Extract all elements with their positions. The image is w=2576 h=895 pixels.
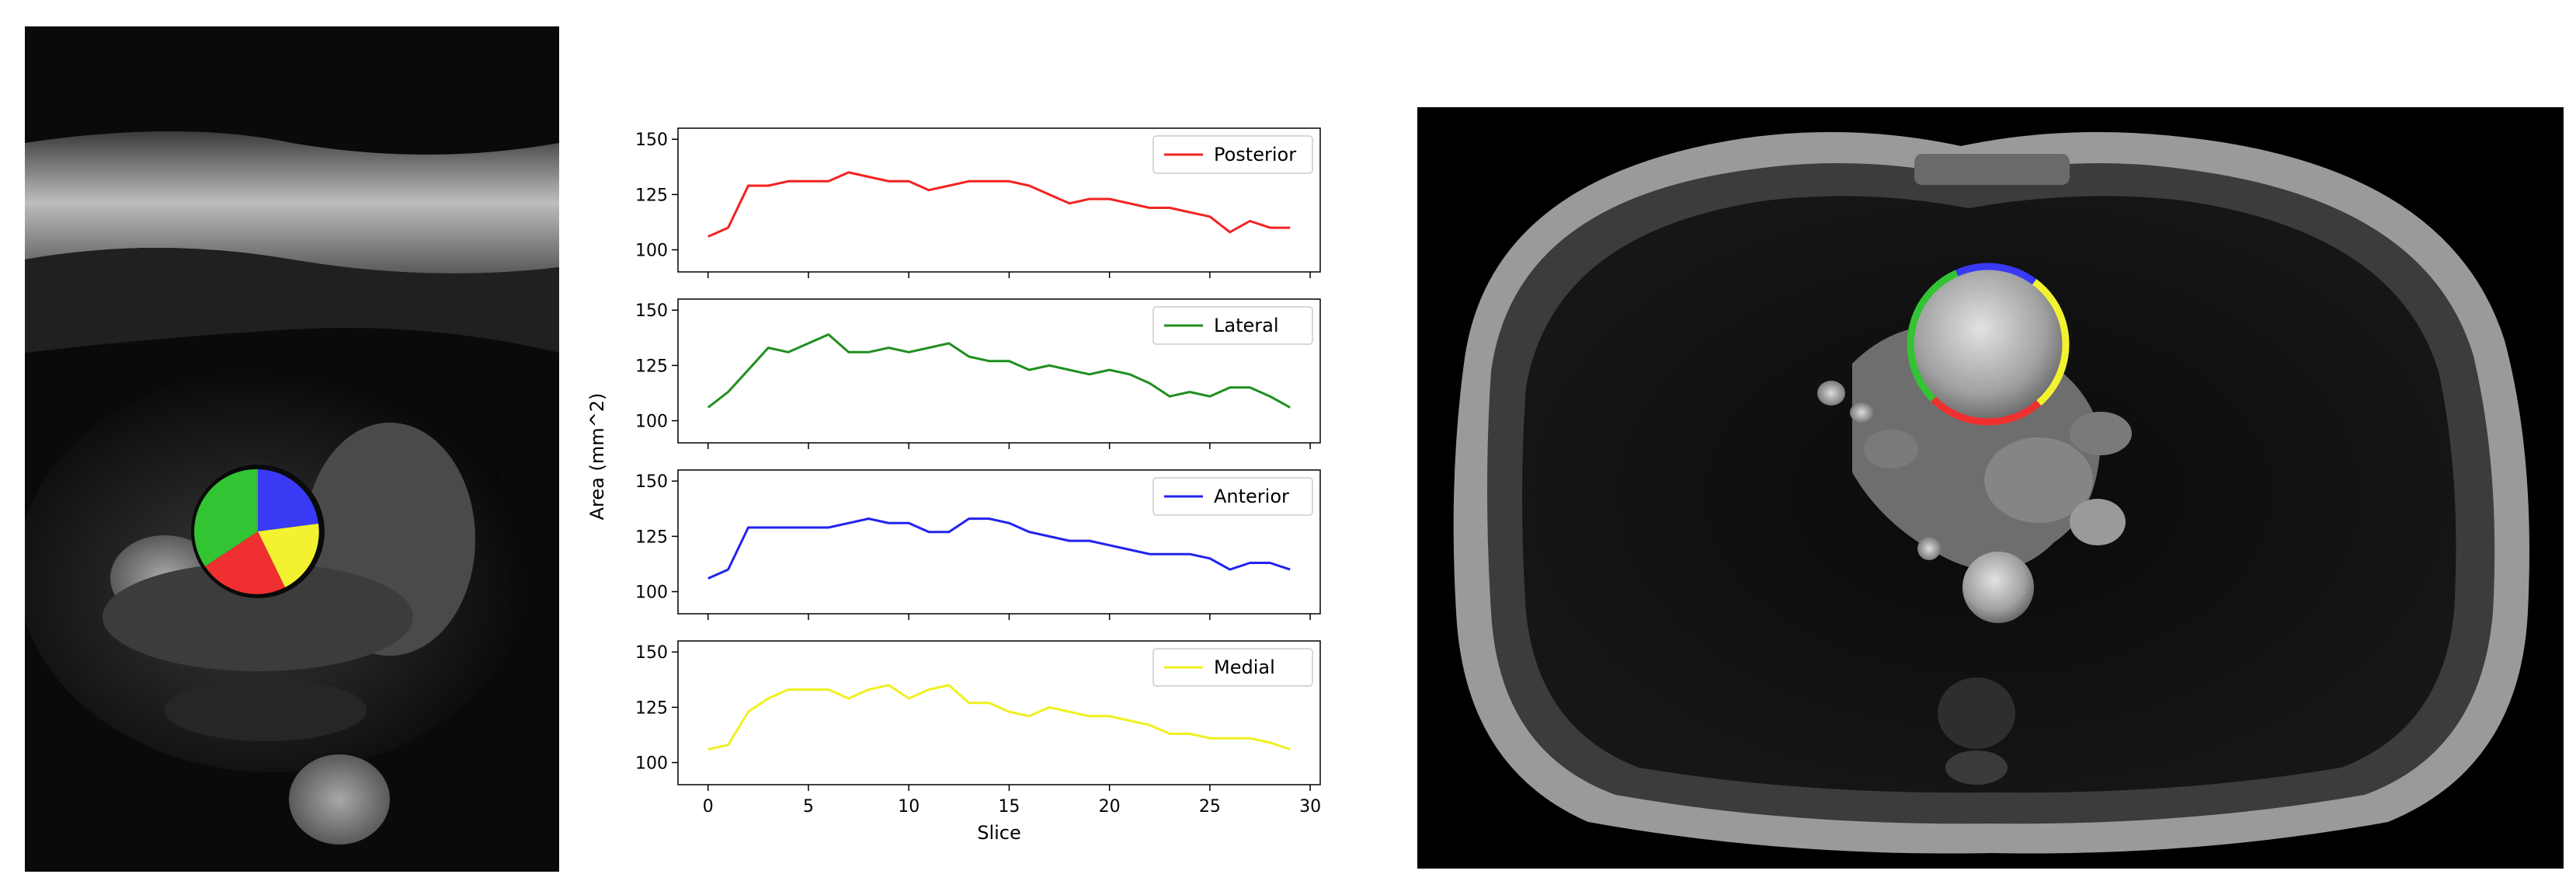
y-tick-label: 100: [635, 242, 668, 261]
right-pulmonary-artery: [1984, 437, 2093, 523]
y-tick-label: 150: [635, 643, 668, 663]
right-mri-image: [1417, 107, 2564, 869]
area-per-slice-chart: 100 125 150 Posterior 100 125 150 Lateral 100 125…: [579, 109, 1340, 847]
x-tick-label: 20: [1099, 797, 1121, 817]
x-tick-label: 10: [898, 797, 920, 817]
chart-svg: 100125150Posterior100125150Lateral100125…: [586, 127, 1321, 844]
chart-panels: 100 125 150 Posterior 100 125 150 Lateral 100 125…: [635, 127, 1321, 791]
series-line-posterior: [707, 171, 1291, 238]
right-segmented-circle: [1907, 263, 2070, 426]
x-tick-label: 30: [1299, 797, 1321, 817]
legend-lateral: Lateral: [1152, 306, 1313, 345]
right-vertebra: [1938, 677, 2015, 749]
legend-anterior: Anterior: [1152, 477, 1313, 516]
left-segment-medial: [258, 524, 319, 587]
left-spine-shadow: [165, 679, 367, 741]
left-mri-svg: [25, 26, 559, 872]
y-tick-label: 100: [635, 583, 668, 603]
series-line-medial: [707, 684, 1291, 750]
left-posterior-structure: [103, 562, 413, 671]
right-spinous-process: [1945, 750, 2008, 785]
right-contour-posterior: [1931, 396, 2042, 426]
subplot-anterior: 100 125 150 Anterior: [635, 469, 1321, 620]
left-subcutaneous-layer: [25, 248, 559, 353]
right-vessel-medial: [1864, 430, 1918, 468]
y-tick-label: 125: [635, 357, 668, 376]
series-line-anterior: [707, 517, 1291, 580]
right-sternum: [1914, 154, 2070, 185]
points-anterior: [707, 518, 1291, 579]
x-axis-label: Slice: [977, 822, 1021, 844]
right-small-vessel-1: [1817, 381, 1845, 406]
left-mri-image: [25, 26, 559, 872]
legend-box: [1152, 477, 1313, 516]
left-segment-anterior: [258, 469, 318, 531]
left-segmented-circle: [194, 468, 319, 594]
legend-label: Lateral: [1214, 315, 1279, 336]
left-aorta: [289, 754, 390, 845]
legend-box: [1152, 306, 1313, 345]
left-chest-wall: [25, 131, 559, 273]
y-tick-label: 125: [635, 528, 668, 547]
legend-posterior: Posterior: [1152, 135, 1313, 174]
legend-label: Anterior: [1214, 486, 1289, 507]
right-small-vessel-3: [1917, 537, 1941, 560]
left-segment-posterior: [205, 531, 285, 594]
legend-medial: Medial: [1152, 648, 1313, 687]
points-medial: [707, 684, 1291, 750]
legend-label: Medial: [1214, 656, 1275, 678]
legend-box: [1152, 648, 1313, 687]
right-contour-medial: [2032, 279, 2070, 406]
subplot-lateral: 100 125 150 Lateral: [635, 298, 1321, 449]
x-tick-label: 0: [703, 797, 714, 817]
x-tick-label: 5: [803, 797, 814, 817]
points-posterior: [707, 172, 1291, 237]
right-small-vessel-4: [2070, 499, 2126, 545]
y-tick-label: 125: [635, 698, 668, 718]
legend-box: [1152, 135, 1313, 174]
right-mri-svg: [1417, 107, 2564, 869]
right-small-vessel-2: [1850, 402, 1873, 423]
right-contour-lateral: [1907, 270, 1959, 402]
right-contour-anterior: [1955, 263, 2037, 285]
y-tick-label: 150: [635, 472, 668, 492]
y-axis-label: Area (mm^2): [586, 393, 608, 521]
y-tick-label: 150: [635, 131, 668, 150]
right-ascending-aorta: [1910, 266, 2066, 422]
left-segment-lateral: [194, 468, 258, 566]
right-descending-aorta: [1962, 552, 2034, 623]
subplot-medial: 100 125 150 Medial: [635, 640, 1321, 791]
y-tick-label: 125: [635, 186, 668, 205]
y-tick-label: 100: [635, 754, 668, 774]
legend-label: Posterior: [1214, 144, 1296, 165]
x-axis: 0 5 10 15 20 25 30: [703, 797, 1321, 817]
y-tick-label: 150: [635, 301, 668, 321]
right-vessel-lateral: [2070, 412, 2132, 455]
series-line-lateral: [707, 333, 1291, 409]
subplot-posterior: 100 125 150 Posterior: [635, 127, 1321, 278]
x-tick-label: 25: [1199, 797, 1221, 817]
y-tick-label: 100: [635, 413, 668, 432]
points-lateral: [707, 334, 1291, 408]
x-tick-label: 15: [998, 797, 1020, 817]
